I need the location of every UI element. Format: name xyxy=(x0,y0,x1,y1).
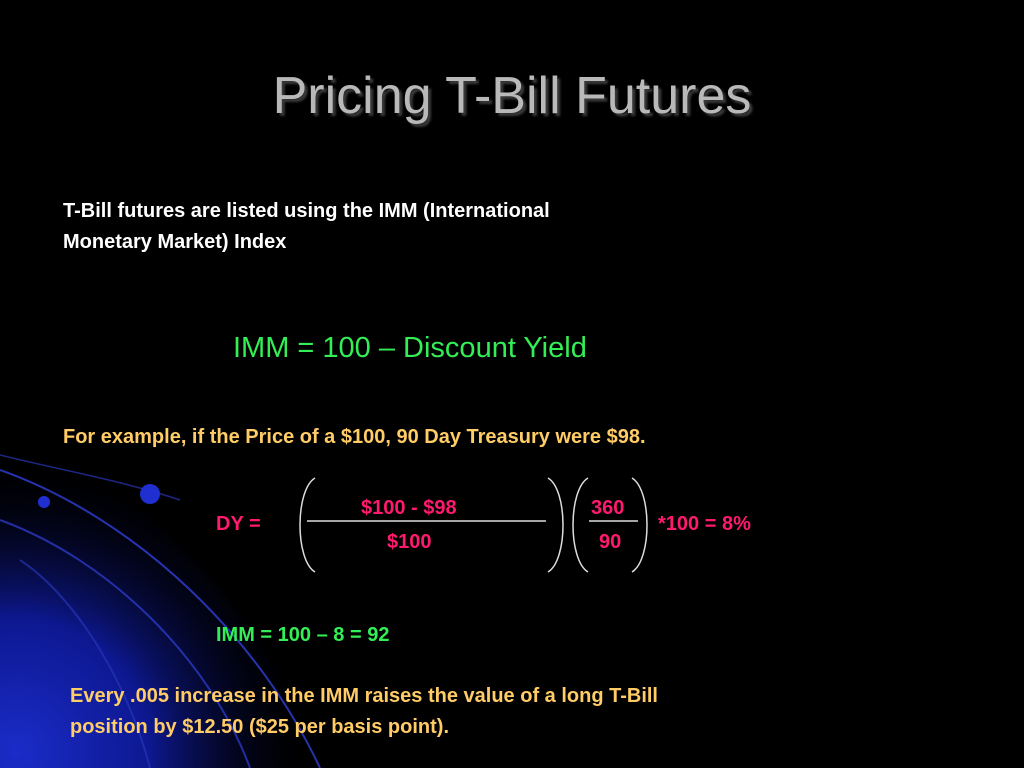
closing-line-2: position by $12.50 ($25 per basis point)… xyxy=(70,716,449,738)
imm-result: IMM = 100 – 8 = 92 xyxy=(216,624,390,646)
slide-title: Pricing T-Bill Futures xyxy=(272,67,752,125)
intro-text: T-Bill futures are listed using the IMM … xyxy=(63,196,743,258)
closing-line-1: Every .005 increase in the IMM raises th… xyxy=(70,685,658,707)
intro-line-1: T-Bill futures are listed using the IMM … xyxy=(63,200,550,222)
closing-text: Every .005 increase in the IMM raises th… xyxy=(70,681,870,743)
fraction1-numerator: $100 - $98 xyxy=(361,497,457,519)
dy-label: DY = xyxy=(216,513,261,535)
multiplier-result: *100 = 8% xyxy=(658,513,751,535)
imm-formula: IMM = 100 – Discount Yield xyxy=(233,332,587,364)
intro-line-2: Monetary Market) Index xyxy=(63,231,287,253)
example-text: For example, if the Price of a $100, 90 … xyxy=(63,426,646,448)
fraction2-denominator: 90 xyxy=(599,531,622,553)
fraction2-numerator: 360 xyxy=(591,497,625,519)
fraction1-denominator: $100 xyxy=(387,531,432,553)
